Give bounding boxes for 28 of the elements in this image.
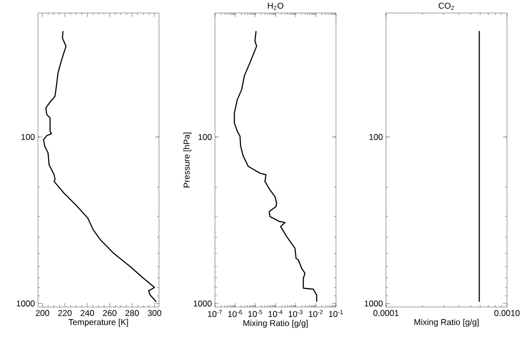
chart-title: H$_{2}$O bbox=[268, 2, 284, 10]
x-tick-label: 220 bbox=[58, 310, 72, 316]
y-tick-label: 1000 bbox=[16, 300, 35, 306]
x-tick-label: 260 bbox=[103, 310, 116, 316]
x-tick-label: 10$^{-2}$ bbox=[308, 310, 323, 318]
x-axis-title: Temperature [K] bbox=[68, 318, 128, 327]
x-axis-title: Mixing Ratio [g/g] bbox=[243, 320, 308, 328]
x-tick-label: 10$^{-3}$ bbox=[288, 310, 302, 318]
y-tick-label: 1000 bbox=[194, 300, 212, 306]
x-tick-label: 300 bbox=[148, 310, 162, 316]
x-tick-label: 10$^{-5}$ bbox=[248, 310, 262, 317]
line-series bbox=[42, 30, 157, 302]
chart-title: CO$_{2}$ bbox=[438, 2, 454, 10]
y-tick-label: 100 bbox=[369, 134, 383, 140]
y-tick-label: 100 bbox=[198, 134, 212, 140]
x-tick-label: 10$^{-6}$ bbox=[228, 310, 242, 318]
x-tick-label: 280 bbox=[125, 310, 139, 316]
x-tick-label: 0.0010 bbox=[494, 310, 520, 316]
x-tick-label: 0.0001 bbox=[373, 310, 399, 316]
x-tick-label: 10$^{-1}$ bbox=[329, 310, 343, 317]
x-axis-title: Mixing Ratio [g/g] bbox=[414, 318, 479, 327]
x-tick-label: 10$^{-7}$ bbox=[208, 310, 222, 317]
x-tick-label: 240 bbox=[80, 310, 94, 316]
y-tick-label: 1000 bbox=[364, 300, 383, 306]
y-axis-title: Pressure [hPa] bbox=[183, 132, 192, 188]
x-tick-label: 10$^{-4}$ bbox=[268, 310, 282, 317]
y-tick-label: 100 bbox=[21, 134, 35, 140]
x-tick-label: 200 bbox=[36, 310, 50, 316]
